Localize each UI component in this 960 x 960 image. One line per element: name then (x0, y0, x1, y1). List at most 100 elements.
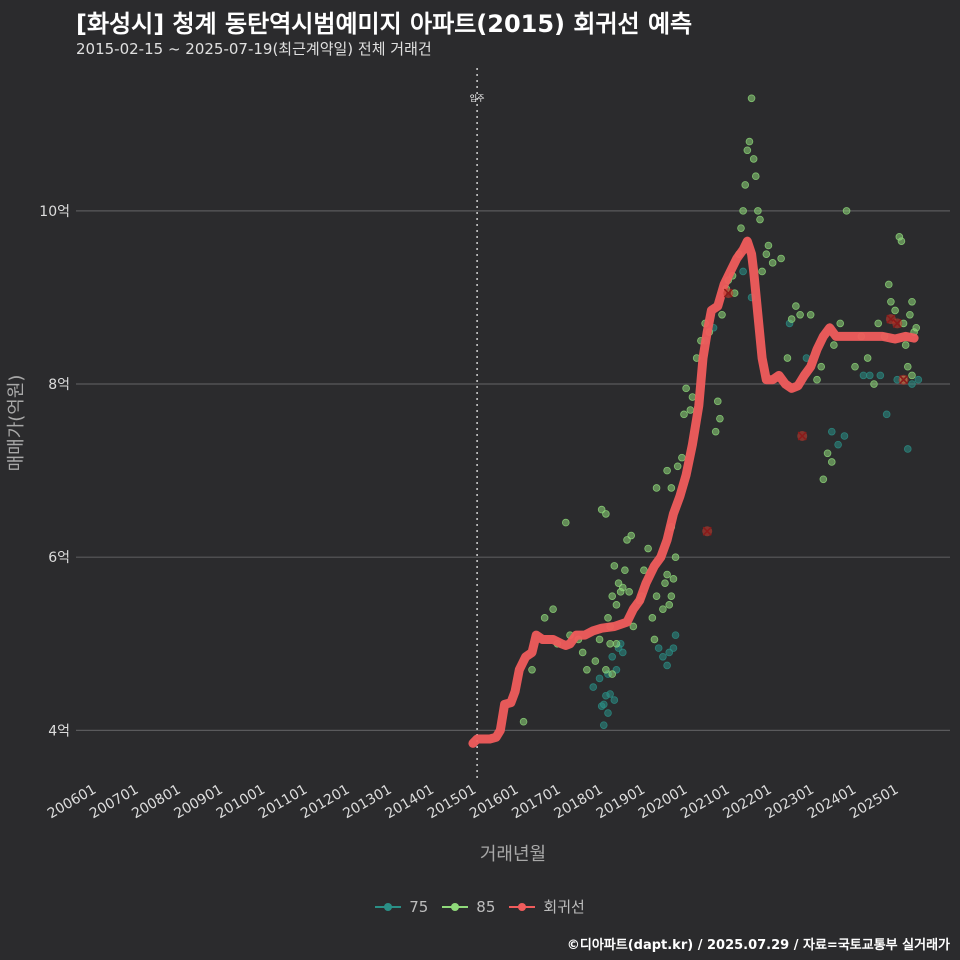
data-point-85 (827, 458, 836, 466)
data-point-85 (673, 462, 682, 471)
legend-key-85-icon (442, 900, 469, 914)
data-point-85 (671, 553, 680, 562)
legend-key-75-icon (375, 900, 402, 914)
data-point-85 (906, 310, 914, 319)
data-point-85 (652, 592, 661, 600)
data-point-85 (747, 94, 756, 103)
data-point-85 (650, 635, 659, 644)
data-point-75 (914, 375, 923, 384)
data-point-75 (608, 652, 617, 661)
data-point-85 (796, 310, 804, 319)
data-point-85 (813, 375, 821, 384)
data-point-85 (863, 354, 872, 362)
legend-label-75: 75 (409, 897, 429, 916)
data-point-85 (897, 237, 906, 245)
data-point-85 (682, 384, 690, 393)
data-point-85 (625, 588, 633, 596)
data-point-85 (608, 670, 617, 678)
data-point-75 (882, 410, 891, 419)
data-point-85 (583, 665, 591, 674)
outlier-cross (702, 526, 712, 536)
data-point-85 (667, 592, 676, 600)
legend-item-75: 75 (375, 898, 428, 916)
data-point-85 (608, 592, 617, 600)
data-point-85 (680, 410, 688, 419)
data-point-75 (599, 721, 608, 729)
data-point-85 (528, 665, 536, 674)
y-tick-label: 8억 (48, 377, 70, 393)
data-point-85 (884, 280, 893, 289)
data-point-75 (595, 674, 604, 683)
data-point-75 (604, 709, 612, 717)
data-point-85 (716, 414, 724, 423)
data-point-75 (908, 380, 916, 388)
data-point-85 (652, 484, 661, 492)
data-point-85 (667, 484, 676, 492)
legend-item-85: 85 (442, 898, 495, 916)
data-point-85 (610, 562, 619, 570)
data-point-85 (678, 453, 686, 462)
outlier-cross (797, 431, 807, 441)
data-point-85 (758, 267, 766, 276)
data-point-85 (561, 518, 570, 527)
data-point-85 (912, 323, 921, 332)
chart-subtitle: 2015-02-15 ~ 2025-07-19(최근계약일) 전체 거래건 (76, 40, 432, 58)
data-point-75 (606, 690, 614, 698)
data-point-85 (739, 207, 747, 215)
legend-label-85: 85 (476, 897, 496, 916)
data-point-85 (669, 575, 678, 583)
x-tick-label: 202501 (847, 782, 901, 823)
data-point-85 (908, 371, 916, 380)
data-point-85 (549, 605, 557, 613)
data-point-85 (768, 259, 777, 267)
data-point-85 (903, 362, 912, 371)
data-point-85 (830, 341, 838, 349)
data-point-75 (618, 648, 627, 657)
data-point-75 (739, 267, 747, 276)
data-point-85 (612, 639, 621, 648)
data-point-85 (787, 315, 796, 323)
data-point-85 (745, 137, 754, 146)
data-point-85 (891, 306, 899, 315)
data-point-85 (751, 172, 760, 181)
data-point-85 (665, 601, 674, 609)
data-point-85 (823, 449, 832, 458)
data-point-85 (621, 566, 629, 574)
y-axis-title: 매매가(억원) (6, 375, 27, 472)
data-point-85 (663, 466, 671, 475)
y-tick-label: 4억 (48, 723, 70, 739)
data-point-85 (718, 310, 726, 319)
data-point-85 (604, 614, 612, 622)
chart-title: [화성시] 청계 동탄역시범예미지 아파트(2015) 회귀선 예측 (76, 10, 693, 38)
data-point-85 (612, 601, 621, 609)
data-point-85 (743, 146, 752, 155)
data-point-75 (597, 702, 606, 710)
data-point-85 (661, 579, 669, 587)
data-point-85 (644, 544, 652, 553)
data-point-75 (859, 371, 868, 380)
x-axis-title: 거래년월 (480, 844, 546, 865)
outlier-cross (892, 318, 902, 328)
data-point-85 (627, 531, 636, 540)
data-point-85 (870, 380, 878, 388)
source-credit: ©디아파트(dapt.kr) / 2025.07.29 / 자료=국토교통부 실… (566, 938, 950, 953)
data-point-75 (663, 661, 671, 670)
data-point-75 (840, 432, 849, 440)
data-point-85 (754, 207, 762, 215)
data-point-85 (711, 427, 720, 436)
regression-line (468, 236, 919, 748)
data-point-85 (792, 302, 800, 310)
data-point-75 (876, 371, 885, 380)
data-point-85 (648, 614, 657, 622)
data-point-85 (640, 566, 648, 574)
data-point-85 (737, 224, 745, 232)
data-point-75 (827, 427, 836, 436)
legend-label-regression: 회귀선 (543, 898, 585, 916)
data-point-75 (834, 440, 842, 449)
data-point-85 (777, 254, 785, 263)
legend-item-regression: 회귀선 (509, 896, 585, 917)
data-point-85 (659, 605, 667, 613)
data-point-85 (602, 510, 610, 518)
data-point-85 (749, 155, 758, 163)
